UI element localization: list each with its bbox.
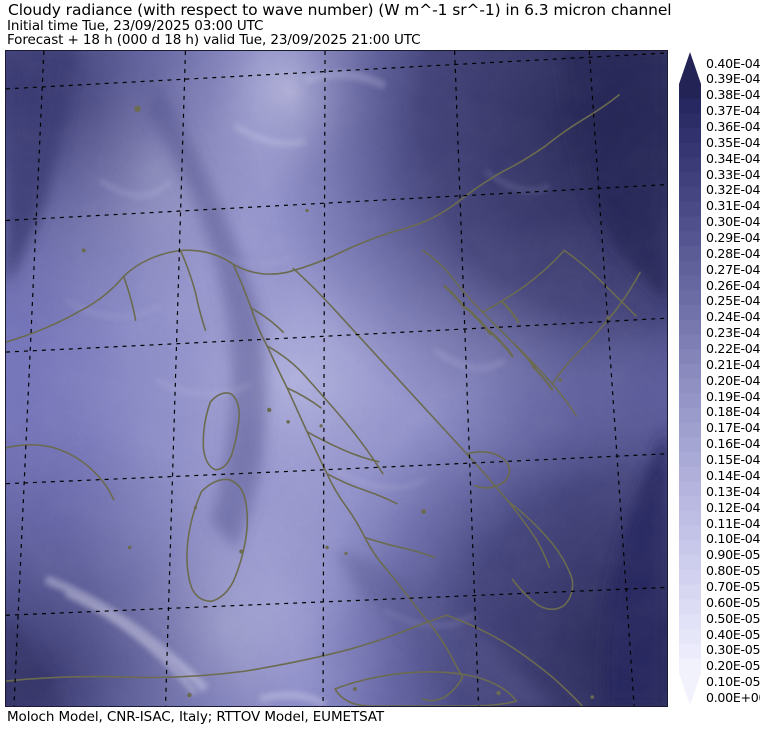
coastline-layer (6, 94, 641, 706)
colorbar-band (679, 599, 701, 615)
colorbar-tick-label: 0.10E-05 (706, 674, 760, 690)
colorbar-band (679, 407, 701, 424)
colorbar-band (679, 643, 701, 659)
colorbar-band (679, 216, 701, 232)
colorbar-band (679, 187, 701, 203)
page-title: Cloudy radiance (with respect to wave nu… (8, 1, 672, 19)
colorbar-tick-label: 0.17E-04 (706, 420, 760, 436)
colorbar-tick-label: 0.80E-05 (706, 563, 760, 579)
colorbar-band (679, 260, 701, 277)
colorbar-band (679, 466, 701, 483)
colorbar-tick-label: 0.38E-04 (706, 87, 760, 103)
colorbar-band (679, 393, 701, 409)
colorbar-band (679, 584, 701, 600)
colorbar-tick-label: 0.60E-05 (706, 594, 760, 610)
initial-time-label: Initial time Tue, 23/09/2025 03:00 UTC (7, 18, 264, 34)
colorbar: 0.40E-04 0.39E-04 0.38E-04 0.37E-04 0.36E-04… (676, 50, 760, 707)
colorbar-band (679, 113, 701, 129)
colorbar-bottom-arrow (679, 673, 701, 705)
colorbar-tick-label: 0.40E-05 (706, 626, 760, 642)
colorbar-band (679, 231, 701, 247)
colorbar-tick-label: 0.37E-04 (706, 103, 760, 119)
colorbar-tick-label: 0.18E-04 (706, 404, 760, 420)
colorbar-tick-label: 0.19E-04 (706, 388, 760, 404)
colorbar-tick-label: 0.31E-04 (706, 198, 760, 214)
colorbar-band (679, 525, 701, 542)
colorbar-tick-label: 0.10E-04 (706, 531, 760, 547)
colorbar-tick-label: 0.50E-05 (706, 610, 760, 626)
colorbar-tick-label: 0.22E-04 (706, 341, 760, 357)
colorbar-band (679, 481, 701, 497)
island-dots (81, 105, 611, 699)
colorbar-band (679, 157, 701, 173)
forecast-validity-label: Forecast + 18 h (000 d 18 h) valid Tue, … (7, 32, 421, 48)
colorbar-band (679, 334, 701, 350)
colorbar-tick-label: 0.20E-04 (706, 372, 760, 388)
colorbar-tick-label: 0.32E-04 (706, 182, 760, 198)
colorbar-tick-label: 0.30E-04 (706, 214, 760, 230)
colorbar-band (679, 172, 701, 188)
colorbar-band (679, 98, 701, 115)
colorbar-band (679, 128, 701, 144)
colorbar-band (679, 628, 701, 645)
colorbar-band (679, 555, 701, 571)
colorbar-tick-label: 0.39E-04 (706, 71, 760, 87)
colorbar-band (679, 245, 701, 262)
colorbar-band (679, 511, 701, 527)
colorbar-band (679, 142, 701, 159)
colorbar-band (679, 304, 701, 321)
colorbar-tick-label: 0.90E-05 (706, 547, 760, 563)
colorbar-tick-label: 0.25E-04 (706, 293, 760, 309)
colorbar-tick-label: 0.20E-05 (706, 658, 760, 674)
colorbar-band (679, 452, 701, 468)
colorbar-tick-label: 0.26E-04 (706, 277, 760, 293)
colorbar-band (679, 569, 701, 586)
header: Cloudy radiance (with respect to wave nu… (0, 0, 760, 48)
colorbar-tick-label: 0.14E-04 (706, 467, 760, 483)
colorbar-tick-label: 0.27E-04 (706, 261, 760, 277)
colorbar-tick-label: 0.00E+00 (706, 690, 760, 705)
colorbar-tick-label: 0.30E-05 (706, 642, 760, 658)
colorbar-tick-label: 0.11E-04 (706, 515, 760, 531)
colorbar-tick-label: 0.33E-04 (706, 166, 760, 182)
colorbar-tick-label: 0.15E-04 (706, 452, 760, 468)
colorbar-band (679, 422, 701, 438)
colorbar-gradient (679, 52, 701, 705)
radiance-map-panel (5, 50, 668, 707)
colorbar-band (679, 319, 701, 335)
colorbar-tick-label: 0.23E-04 (706, 325, 760, 341)
colorbar-band (679, 201, 701, 218)
colorbar-band (679, 614, 701, 630)
colorbar-tick-label: 0.36E-04 (706, 118, 760, 134)
colorbar-band (679, 540, 701, 556)
colorbar-tick-labels: 0.40E-04 0.39E-04 0.38E-04 0.37E-04 0.36E-04… (706, 50, 760, 707)
colorbar-tick-label: 0.34E-04 (706, 150, 760, 166)
colorbar-band (679, 275, 701, 291)
colorbar-tick-label: 0.24E-04 (706, 309, 760, 325)
colorbar-tick-label: 0.70E-05 (706, 578, 760, 594)
colorbar-tick-label: 0.35E-04 (706, 134, 760, 150)
colorbar-band (679, 378, 701, 394)
colorbar-tick-label: 0.29E-04 (706, 229, 760, 245)
colorbar-tick-label: 0.28E-04 (706, 245, 760, 261)
colorbar-tick-label: 0.16E-04 (706, 436, 760, 452)
colorbar-band (679, 658, 701, 674)
graticule-layer (6, 51, 667, 706)
colorbar-top-arrow (679, 52, 701, 84)
colorbar-band (679, 290, 701, 306)
colorbar-band (679, 496, 701, 512)
colorbar-tick-label: 0.21E-04 (706, 356, 760, 372)
colorbar-band (679, 363, 701, 380)
colorbar-band (679, 349, 701, 365)
model-credit-label: Moloch Model, CNR-ISAC, Italy; RTTOV Mod… (7, 709, 385, 725)
colorbar-tick-label: 0.12E-04 (706, 499, 760, 515)
colorbar-band (679, 437, 701, 453)
colorbar-tick-label: 0.13E-04 (706, 483, 760, 499)
colorbar-tick-label: 0.40E-04 (706, 55, 760, 71)
radiance-heatmap (6, 51, 667, 706)
colorbar-band (679, 84, 701, 100)
